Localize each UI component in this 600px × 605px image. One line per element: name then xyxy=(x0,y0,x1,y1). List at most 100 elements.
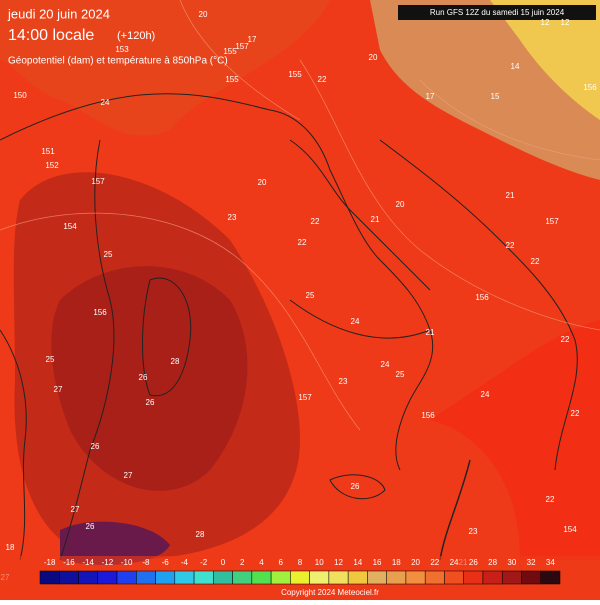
map-label: 22 xyxy=(311,217,320,226)
isolines xyxy=(0,0,600,431)
scale-label: -4 xyxy=(181,558,189,567)
temperature-zone xyxy=(60,521,170,565)
scale-label: 6 xyxy=(279,558,284,567)
scale-swatch xyxy=(405,570,426,585)
map-label: 20 xyxy=(369,53,378,62)
map-label: 156 xyxy=(93,308,107,317)
copyright: Copyright 2024 Meteociel.fr xyxy=(281,588,379,597)
date: jeudi 20 juin 2024 xyxy=(7,6,110,21)
scale-swatch xyxy=(59,570,79,585)
map-label: 152 xyxy=(45,161,59,170)
map-label: 14 xyxy=(511,62,520,71)
lead-time: (+120h) xyxy=(117,30,155,42)
map-label: 23 xyxy=(469,527,478,536)
map-label: 25 xyxy=(46,355,55,364)
scale-swatch xyxy=(116,570,137,585)
run-box xyxy=(398,5,596,20)
scale-label: 12 xyxy=(334,558,343,567)
map-label: 22 xyxy=(571,409,580,418)
coastlines xyxy=(0,93,578,561)
map-label: 12 xyxy=(541,18,550,27)
scale-swatch xyxy=(174,570,195,585)
map-label: 25 xyxy=(396,370,405,379)
scale-swatch xyxy=(424,570,445,585)
temperature-zone xyxy=(490,0,600,120)
scale-swatch xyxy=(232,570,253,585)
scale-label: 8 xyxy=(298,558,303,567)
map-label: 157 xyxy=(298,393,312,402)
map-label: 15 xyxy=(491,92,500,101)
map-label: 20 xyxy=(199,10,208,19)
map-label: 156 xyxy=(421,411,435,420)
map-labels: 2017157153150241511521571542515625272626… xyxy=(1,10,598,582)
map-label: 24 xyxy=(101,98,110,107)
scale-label: -14 xyxy=(82,558,94,567)
map-label: 26 xyxy=(86,522,95,531)
map-label: 150 xyxy=(13,91,27,100)
map-label: 22 xyxy=(531,257,540,266)
map-label: 22 xyxy=(506,241,515,250)
scale-label: -6 xyxy=(162,558,170,567)
map-label: 12 xyxy=(561,18,570,27)
scale-label: 24 xyxy=(450,558,459,567)
map-label: 24 xyxy=(381,360,390,369)
scale-label: 0 xyxy=(221,558,226,567)
scale-swatch xyxy=(328,570,349,585)
scale-swatch xyxy=(136,570,156,585)
map-label: 23 xyxy=(228,213,237,222)
map-label: 154 xyxy=(63,222,77,231)
scale-swatch xyxy=(290,570,310,585)
scale-label: -10 xyxy=(121,558,133,567)
scale-swatch xyxy=(155,570,176,585)
map-label: 17 xyxy=(248,35,257,44)
map-label: 21 xyxy=(506,191,515,200)
map-label: 27 xyxy=(54,385,63,394)
map-label: 20 xyxy=(258,178,267,187)
scale-swatch xyxy=(482,570,503,585)
map-label: 157 xyxy=(91,177,105,186)
map-label: 24 xyxy=(481,390,490,399)
map-label: 26 xyxy=(351,482,360,491)
map-label: 25 xyxy=(104,250,113,259)
scale-swatch xyxy=(501,570,522,585)
scale-swatch xyxy=(213,570,233,585)
map-label: 18 xyxy=(6,543,15,552)
map-label: 21 xyxy=(371,215,380,224)
temperature-zone xyxy=(0,0,330,136)
map-label: 155 xyxy=(223,47,237,56)
map-label: 22 xyxy=(546,495,555,504)
map-label: 22 xyxy=(298,238,307,247)
map-label: 23 xyxy=(339,377,348,386)
scale-label: -12 xyxy=(102,558,114,567)
map-label: 154 xyxy=(563,525,577,534)
map-label: 156 xyxy=(583,83,597,92)
map-label: 25 xyxy=(306,291,315,300)
map-label: 22 xyxy=(561,335,570,344)
run-info: Run GFS 12Z du samedi 15 juin 2024 xyxy=(430,8,565,17)
map-label: 20 xyxy=(396,200,405,209)
scale-swatch xyxy=(444,570,464,585)
map-label: 156 xyxy=(475,293,489,302)
map-label: 155 xyxy=(225,75,239,84)
map-label: 157 xyxy=(545,217,559,226)
scale-label: 16 xyxy=(373,558,382,567)
scale-label: 34 xyxy=(546,558,555,567)
scale-label: 26 xyxy=(469,558,478,567)
map-label: 151 xyxy=(41,147,55,156)
scale-label: -2 xyxy=(200,558,208,567)
scale-swatch xyxy=(521,570,541,585)
scale-swatch xyxy=(39,570,60,585)
scale-swatch xyxy=(386,570,407,585)
map-label: 26 xyxy=(139,373,148,382)
scale-label: 22 xyxy=(430,558,439,567)
scale-label: 28 xyxy=(488,558,497,567)
color-scale: -18 -16 -14 -12 -10 -8 -6 -4 -2 0 2 4 6 8 10 12 14 16 18 20… xyxy=(39,558,561,585)
temperature-zone xyxy=(430,320,600,560)
scale-label: -18 xyxy=(44,558,56,567)
map-label: 28 xyxy=(196,530,205,539)
map-label: 155 xyxy=(288,70,302,79)
map-label: 153 xyxy=(115,45,129,54)
scale-swatch xyxy=(347,570,368,585)
scale-swatch xyxy=(251,570,272,585)
